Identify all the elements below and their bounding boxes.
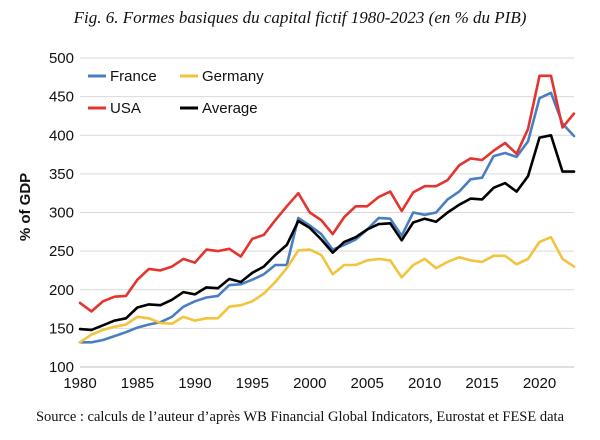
legend-label-average: Average — [202, 100, 258, 117]
y-axis-ticks: 100 150 200 250 300 350 400 450 500 — [49, 50, 74, 376]
y-tick-label-450: 450 — [49, 89, 74, 106]
series-line-france — [78, 91, 576, 344]
y-tick-label-500: 500 — [49, 50, 74, 67]
legend-label-usa: USA — [110, 100, 141, 117]
y-tick-label-200: 200 — [49, 282, 74, 299]
figure-title: Fig. 6. Formes basiques du capital ficti… — [73, 8, 527, 27]
y-tick-label-100: 100 — [49, 359, 74, 376]
x-tick-label-2005: 2005 — [351, 375, 384, 392]
x-tick-label-2010: 2010 — [408, 375, 441, 392]
x-axis-ticks: 1980 1985 1990 1995 2000 2005 2010 2015 2020 — [63, 375, 556, 392]
x-tick-label-2015: 2015 — [465, 375, 498, 392]
legend-label-germany: Germany — [202, 68, 264, 85]
y-tick-label-400: 400 — [49, 127, 74, 144]
gridlines — [80, 57, 574, 329]
series-lines — [78, 74, 576, 344]
y-tick-label-350: 350 — [49, 166, 74, 183]
x-tick-label-1985: 1985 — [121, 375, 154, 392]
x-tick-label-1980: 1980 — [63, 375, 96, 392]
x-tick-label-2020: 2020 — [523, 375, 556, 392]
series-line-germany — [78, 235, 576, 344]
series-line-average — [78, 134, 576, 332]
y-axis-label: % of GDP — [17, 173, 34, 241]
x-tick-label-2000: 2000 — [293, 375, 326, 392]
figure-source: Source : calculs de l’auteur d’après WB … — [35, 409, 565, 425]
y-tick-label-150: 150 — [49, 320, 74, 337]
y-tick-label-250: 250 — [49, 243, 74, 260]
x-tick-label-1990: 1990 — [178, 375, 211, 392]
series-line-usa — [78, 74, 576, 313]
legend-label-france: France — [110, 68, 157, 85]
x-tick-label-1995: 1995 — [236, 375, 269, 392]
y-tick-label-300: 300 — [49, 205, 74, 222]
legend: France Germany USA Average — [88, 68, 264, 117]
